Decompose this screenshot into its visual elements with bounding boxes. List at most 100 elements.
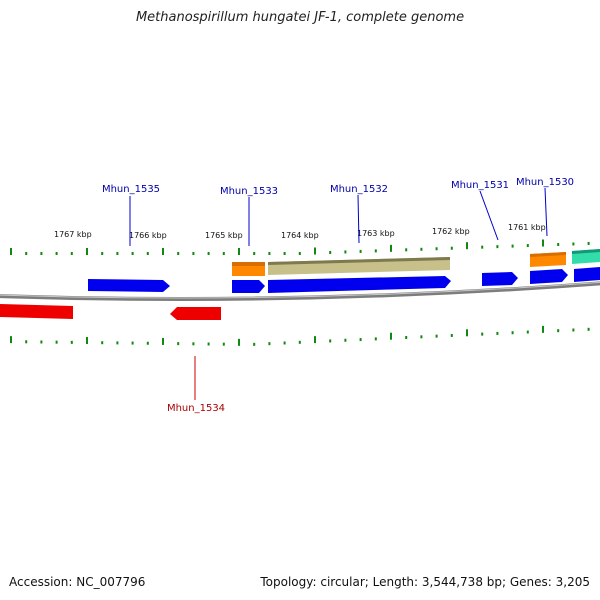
minor-tick <box>496 331 499 335</box>
major-tick <box>10 248 12 255</box>
label-leaders <box>129 187 548 400</box>
reverse-genes <box>0 304 221 320</box>
tick-row-top <box>10 239 590 255</box>
minor-tick <box>511 244 514 248</box>
minor-tick <box>146 252 149 255</box>
minor-tick <box>146 341 149 345</box>
scale-label: 1764 kbp <box>281 231 319 240</box>
forward-gene-arrow[interactable] <box>574 267 600 282</box>
minor-tick <box>131 341 134 345</box>
reverse-gene-arrow[interactable] <box>170 307 221 320</box>
gene-labels: Mhun_1535 Mhun_1533 Mhun_1532 Mhun_1531 … <box>102 177 574 414</box>
minor-tick <box>526 330 529 334</box>
major-tick <box>238 338 240 346</box>
minor-tick <box>511 331 514 335</box>
teal-feature-shade <box>572 249 600 254</box>
scale-label: 1763 kbp <box>357 229 395 238</box>
genome-backbone-highlight <box>0 281 600 299</box>
minor-tick <box>25 340 28 344</box>
gene-label-mhun-1530[interactable]: Mhun_1530 <box>516 177 574 188</box>
leader-line <box>357 194 360 244</box>
minor-tick <box>70 340 73 344</box>
genome-title: Methanospirillum hungatei JF-1, complete… <box>135 10 465 25</box>
gene-label-mhun-1534[interactable]: Mhun_1534 <box>167 403 225 414</box>
genome-backbone <box>0 281 600 302</box>
scale-label: 1762 kbp <box>432 227 470 236</box>
minor-tick <box>481 332 484 336</box>
minor-tick <box>329 339 332 343</box>
minor-tick <box>40 252 43 255</box>
minor-tick <box>587 327 590 331</box>
minor-tick <box>207 252 210 255</box>
major-tick <box>314 336 316 344</box>
minor-tick <box>329 250 332 254</box>
scale-label: 1766 kbp <box>129 231 167 240</box>
forward-genes <box>88 267 600 293</box>
minor-tick <box>420 247 423 251</box>
forward-gene-arrow[interactable] <box>482 272 518 286</box>
major-tick <box>86 337 88 345</box>
minor-tick <box>177 342 180 346</box>
major-tick <box>10 336 12 344</box>
scale-label: 1765 kbp <box>205 231 243 240</box>
minor-tick <box>70 252 73 255</box>
major-tick <box>314 247 316 255</box>
minor-tick <box>405 248 408 252</box>
minor-tick <box>359 249 362 253</box>
minor-tick <box>177 252 180 255</box>
minor-tick <box>481 245 484 249</box>
minor-tick <box>222 252 225 255</box>
minor-tick <box>268 342 271 346</box>
minor-tick <box>420 335 423 339</box>
leader-line <box>544 187 548 237</box>
minor-tick <box>298 340 301 344</box>
minor-tick <box>344 250 347 254</box>
major-tick <box>542 239 544 247</box>
minor-tick <box>405 336 408 340</box>
minor-tick <box>283 341 286 345</box>
minor-tick <box>526 244 529 248</box>
forward-gene-arrow[interactable] <box>88 279 170 292</box>
feature-row <box>232 249 600 276</box>
major-tick <box>466 329 468 337</box>
scale-label: 1767 kbp <box>54 230 92 239</box>
minor-tick <box>359 338 362 342</box>
minor-tick <box>374 337 377 341</box>
minor-tick <box>344 338 347 342</box>
minor-tick <box>101 252 104 255</box>
minor-tick <box>55 252 58 255</box>
scale-labels: 1767 kbp 1766 kbp 1765 kbp 1764 kbp 1763… <box>54 223 546 240</box>
minor-tick <box>283 252 286 255</box>
major-tick <box>238 248 240 255</box>
major-tick <box>466 242 468 250</box>
minor-tick <box>207 342 210 346</box>
minor-tick <box>298 252 301 255</box>
orange-feature-shade <box>530 252 566 257</box>
forward-gene-arrow[interactable] <box>268 276 451 293</box>
minor-tick <box>572 328 575 332</box>
reverse-gene-arrow[interactable] <box>0 304 73 319</box>
minor-tick <box>55 340 58 344</box>
minor-tick <box>435 334 438 338</box>
forward-gene-arrow[interactable] <box>530 269 568 284</box>
genome-summary: Topology: circular; Length: 3,544,738 bp… <box>260 575 590 589</box>
minor-tick <box>268 252 271 255</box>
minor-tick <box>192 252 195 255</box>
leader-line <box>479 190 499 241</box>
gene-label-mhun-1531[interactable]: Mhun_1531 <box>451 180 509 191</box>
minor-tick <box>557 242 560 246</box>
gene-label-mhun-1532[interactable]: Mhun_1532 <box>330 184 388 195</box>
orange-feature-shade <box>232 262 265 266</box>
minor-tick <box>116 341 119 345</box>
gene-label-mhun-1533[interactable]: Mhun_1533 <box>220 186 278 197</box>
minor-tick <box>572 242 575 246</box>
minor-tick <box>253 252 256 255</box>
major-tick <box>390 244 392 252</box>
major-tick <box>86 248 88 255</box>
gene-label-mhun-1535[interactable]: Mhun_1535 <box>102 184 160 195</box>
major-tick <box>542 325 544 333</box>
minor-tick <box>450 246 453 250</box>
minor-tick <box>222 342 225 346</box>
forward-gene-arrow[interactable] <box>232 280 265 293</box>
